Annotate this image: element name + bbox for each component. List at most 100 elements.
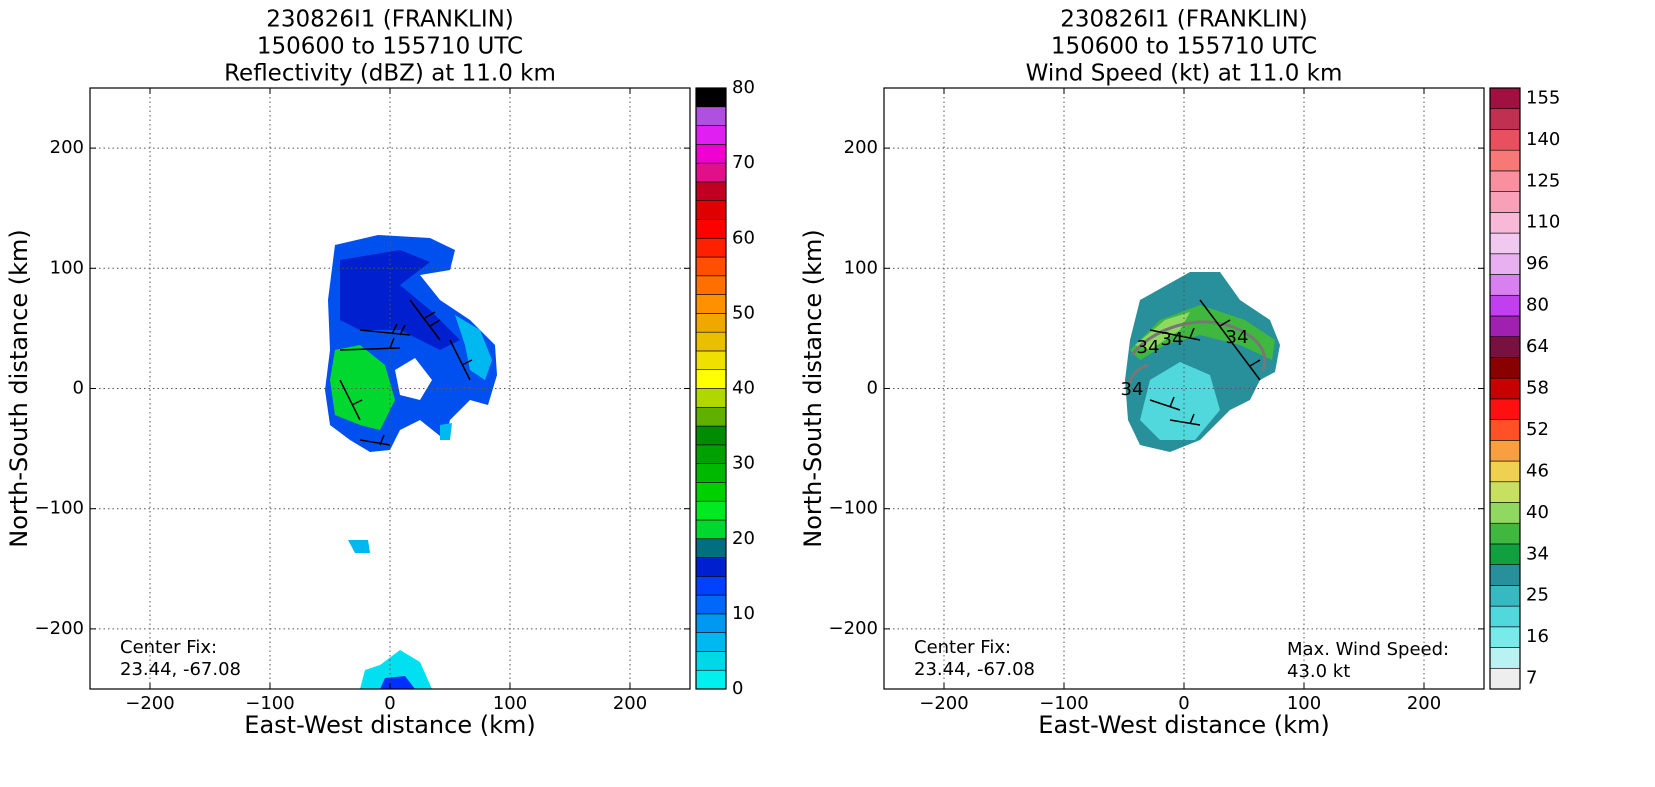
colorbar-band xyxy=(1489,232,1521,255)
colorbar-band xyxy=(1489,377,1521,400)
colorbar-band xyxy=(1489,357,1521,379)
colorbar-band xyxy=(1489,336,1521,358)
x-tick-label: 100 xyxy=(1287,693,1321,714)
colorbar-tick-label: 34 xyxy=(1526,543,1549,564)
colorbar-band xyxy=(1489,481,1521,503)
x-tick-label: 0 xyxy=(384,693,395,714)
colorbar-band xyxy=(695,406,727,427)
wind-barb xyxy=(1149,327,1201,341)
echo-green xyxy=(330,345,395,430)
y-tick-label: 100 xyxy=(50,257,84,278)
echo-cyan xyxy=(455,315,492,380)
colorbar-band xyxy=(695,369,727,389)
annotation: 23.44, -67.08 xyxy=(120,659,241,680)
colorbar-band xyxy=(695,669,727,690)
wind-cyan xyxy=(1140,362,1220,440)
wind-contour xyxy=(1126,363,1149,391)
contour-label: 34 xyxy=(1137,337,1160,358)
annotation: 43.0 kt xyxy=(1287,661,1350,682)
colorbar-band xyxy=(1489,294,1521,317)
x-tick-label: 200 xyxy=(1407,693,1441,714)
echo-south-core xyxy=(380,676,415,689)
colorbar-band xyxy=(695,500,727,521)
y-tick-label: −100 xyxy=(35,498,84,519)
colorbar-band xyxy=(1489,149,1521,172)
colorbar-band xyxy=(695,106,727,126)
colorbar-tick-label: 40 xyxy=(732,378,755,399)
colorbar-band xyxy=(695,181,727,201)
echo-south xyxy=(360,650,432,689)
colorbar-band xyxy=(1489,522,1521,545)
colorbar-band xyxy=(1489,564,1521,586)
annotation: Center Fix: xyxy=(914,637,1011,658)
plot-frame xyxy=(883,87,1485,690)
wind-barbs xyxy=(339,299,1261,446)
colorbar-band xyxy=(1489,605,1521,628)
colorbar-band xyxy=(695,162,727,183)
wind-barb xyxy=(1169,413,1201,426)
y-tick-label: −200 xyxy=(829,618,878,639)
contour-label: 34 xyxy=(1161,329,1184,350)
x-tick-label: −200 xyxy=(919,693,968,714)
echo-cell xyxy=(440,423,452,440)
colorbar-band xyxy=(695,219,727,239)
colorbar-band xyxy=(695,237,727,258)
colorbar-band xyxy=(695,576,727,596)
colorbar-band xyxy=(1489,212,1521,234)
colorbar-frame xyxy=(695,87,727,690)
colorbar-band xyxy=(695,482,727,502)
y-tick-label: 200 xyxy=(50,137,84,158)
wind-barb xyxy=(1199,299,1231,341)
colorbar-tick-label: 60 xyxy=(732,227,755,248)
colorbar-tick-label: 16 xyxy=(1526,626,1549,647)
contour-label: 34 xyxy=(1121,379,1144,400)
wind-barb xyxy=(1149,396,1181,411)
field-title: Wind Speed (kt) at 11.0 km xyxy=(1026,61,1343,87)
colorbar-band xyxy=(695,444,727,464)
colorbar-frame xyxy=(1489,87,1521,690)
wind-barb xyxy=(1229,339,1261,381)
contour-label: 34 xyxy=(1226,327,1249,348)
colorbar-tick-label: 80 xyxy=(1526,295,1549,316)
colorbar-tick-label: 96 xyxy=(1526,253,1549,274)
colorbar-band xyxy=(1489,253,1521,275)
y-tick-label: 0 xyxy=(867,378,878,399)
wind-barb xyxy=(359,434,391,446)
colorbar-tick-label: 58 xyxy=(1526,378,1549,399)
colorbar-tick-label: 30 xyxy=(732,453,755,474)
colorbar-tick-label: 70 xyxy=(732,152,755,173)
colorbar-band xyxy=(1489,315,1521,337)
echo-hole xyxy=(395,358,432,400)
colorbar-tick-label: 10 xyxy=(732,603,755,624)
x-tick-label: 0 xyxy=(1178,693,1189,714)
wind-barb xyxy=(359,323,411,336)
colorbar-band xyxy=(1489,667,1521,690)
colorbar-band xyxy=(695,350,727,371)
colorbar-tick-label: 40 xyxy=(1526,502,1549,523)
colorbar-band xyxy=(695,200,727,220)
y-tick-label: 0 xyxy=(73,378,84,399)
colorbar-band xyxy=(695,256,727,277)
colorbar-band xyxy=(1489,460,1521,483)
wind-barb xyxy=(409,299,441,341)
colorbar-band xyxy=(695,313,727,333)
x-tick-label: −100 xyxy=(245,693,294,714)
colorbar-tick-label: 7 xyxy=(1526,668,1537,689)
colorbar-band xyxy=(1489,647,1521,669)
colorbar-band xyxy=(695,519,727,540)
colorbar-band xyxy=(1489,129,1521,151)
annotation: Center Fix: xyxy=(120,637,217,658)
chart-subtitle: 150600 to 155710 UTC xyxy=(1051,34,1317,60)
colorbar-tick-label: 20 xyxy=(732,528,755,549)
y-tick-label: 200 xyxy=(844,137,878,158)
y-axis-label: North-South distance (km) xyxy=(799,229,827,548)
colorbar-band xyxy=(1489,440,1521,462)
plot-frame xyxy=(89,87,691,690)
x-tick-label: 100 xyxy=(493,693,527,714)
chart-subtitle: 150600 to 155710 UTC xyxy=(257,34,523,60)
colorbar-tick-label: 125 xyxy=(1526,170,1560,191)
colorbar-band xyxy=(1489,626,1521,648)
colorbar-band xyxy=(695,557,727,577)
colorbar-band xyxy=(1489,274,1521,296)
colorbar-tick-label: 0 xyxy=(732,678,743,699)
